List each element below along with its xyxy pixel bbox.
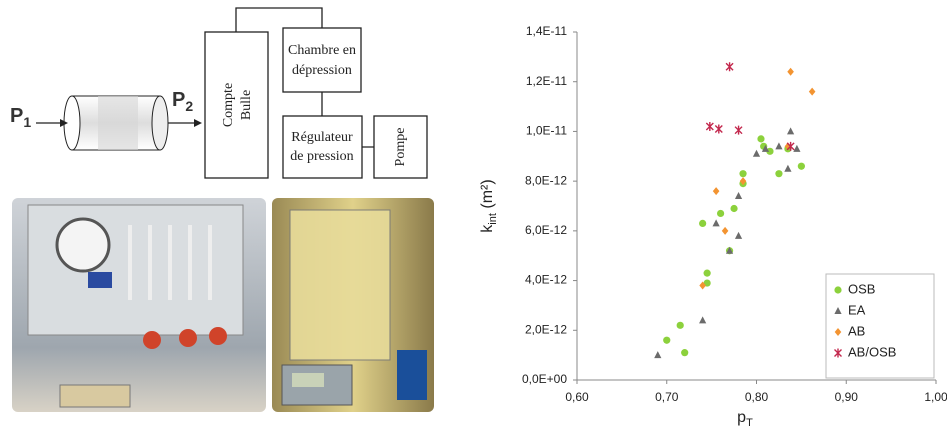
y-tick-label: 2,0E-12 [525,322,567,336]
legend-marker [834,286,842,294]
p1-label: P1 [10,105,31,129]
point [761,144,770,152]
photo-bench [12,198,266,412]
compte-bulle-box [204,31,269,179]
legend-label: AB/OSB [848,344,896,359]
connector [235,7,374,148]
x-tick-label: 0,60 [565,390,589,404]
point [784,164,792,172]
point [699,281,706,290]
y-tick-label: 0,0E+00 [522,372,567,386]
x-tick-label: 0,90 [835,390,859,404]
point [725,246,734,254]
point [775,142,783,150]
legend-label: OSB [848,281,875,296]
legend-marker [834,348,842,358]
point [775,170,783,178]
point [734,125,743,135]
label: Chambre en [288,43,356,58]
chart: kint (m²) pT 0,0E+00 2,0E-12 4,0E-12 6,0E-1… [479,24,947,428]
y-tick-label: 4,0E-12 [525,273,567,287]
point [725,62,734,72]
photo-chamber [272,198,434,412]
label: de pression [290,149,353,164]
y-tick-label: 1,4E-11 [526,24,567,38]
y-tick-label: 1,2E-11 [526,74,567,88]
regulateur-box [282,115,363,179]
label: Compte [221,83,236,127]
legend-marker [834,328,842,336]
point [705,121,714,131]
point [712,219,720,227]
point [797,162,805,170]
point [703,269,711,277]
pompe-box [373,115,428,179]
legend-marker [834,307,842,314]
point [676,321,684,329]
point [787,127,795,135]
x-tick-label: 0,80 [745,390,769,404]
point [654,351,662,359]
point [714,124,723,134]
label: Bulle [239,90,254,120]
point [793,144,801,152]
point [808,87,816,96]
point [699,219,707,227]
point [663,336,671,344]
y-tick-label: 6,0E-12 [525,223,567,237]
point [766,147,774,155]
point [712,187,720,196]
point [730,204,738,213]
point [681,349,689,357]
y-tick-label: 8,0E-12 [525,173,567,187]
label: Pompe [393,128,408,167]
point [739,177,747,186]
point [717,209,725,218]
point [752,149,761,157]
p2-label: P2 [172,89,193,113]
chambre-box [282,27,362,93]
label: dépression [292,63,352,78]
point [787,67,794,76]
y-tick-label: 1,0E-11 [526,124,567,138]
x-tick-label: 0,70 [655,390,679,404]
y-axis-title: kint (m²) [479,179,499,232]
point [786,141,795,151]
legend-label: AB [848,323,865,338]
point [734,192,743,200]
point [699,316,707,324]
point [739,170,747,178]
x-axis-title: pT [737,409,753,428]
point [721,226,729,235]
label: Régulateur [291,130,353,145]
point [757,135,765,143]
legend-box [825,273,935,379]
legend-label: EA [848,302,866,317]
cylinder [63,95,169,151]
diagram: Compte Bulle Chambre en dépression Régul… [10,7,428,179]
x-tick-label: 1,00 [924,390,947,404]
point [734,231,743,239]
